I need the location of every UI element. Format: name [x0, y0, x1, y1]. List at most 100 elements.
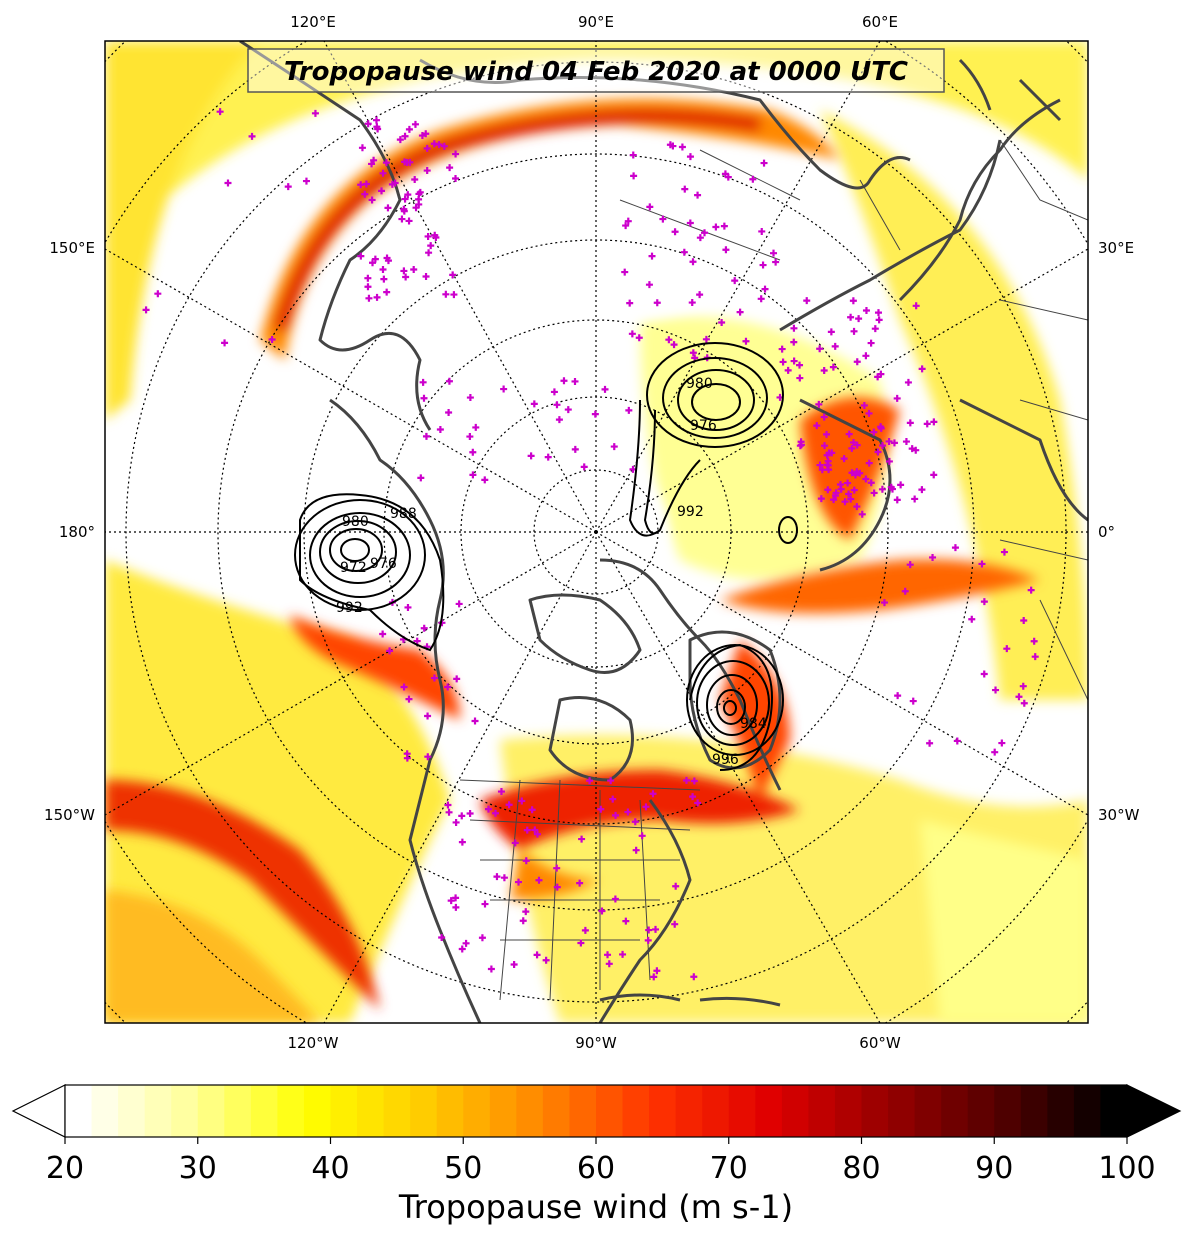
- station-marker: [671, 228, 679, 236]
- station-marker: [424, 232, 432, 240]
- map-panel: 980 976 992 988 972 980 976 992 984 996 …: [105, 41, 1088, 1023]
- station-marker: [665, 336, 673, 344]
- station-marker: [831, 342, 839, 350]
- station-marker: [597, 805, 605, 813]
- station-marker: [1000, 548, 1008, 556]
- station-marker: [790, 324, 798, 332]
- station-marker: [893, 496, 901, 504]
- station-marker: [877, 424, 885, 432]
- station-marker: [722, 246, 730, 254]
- station-marker: [844, 479, 852, 487]
- station-marker: [820, 413, 828, 421]
- station-marker: [690, 777, 698, 785]
- colorbar-segment: [861, 1085, 889, 1137]
- station-marker: [396, 136, 404, 144]
- lon-label-top: 90°E: [578, 13, 614, 31]
- lon-label-left: 150°W: [44, 806, 95, 824]
- station-marker: [731, 277, 739, 285]
- station-marker: [564, 406, 572, 414]
- station-marker: [901, 587, 909, 595]
- station-marker: [610, 443, 618, 451]
- contour-label: 992: [677, 504, 704, 520]
- station-marker: [980, 598, 988, 606]
- contour-label: 972: [340, 560, 367, 576]
- colorbar-segment: [941, 1085, 969, 1137]
- station-marker: [816, 345, 824, 353]
- station-marker: [823, 430, 831, 438]
- station-marker: [878, 485, 886, 493]
- station-marker: [425, 249, 433, 257]
- contour-label: 980: [686, 376, 713, 392]
- station-marker: [626, 299, 634, 307]
- station-marker: [815, 400, 823, 408]
- colorbar-segment: [914, 1085, 942, 1137]
- station-marker: [688, 299, 696, 307]
- station-marker: [929, 553, 937, 561]
- station-marker: [383, 288, 391, 296]
- station-marker: [400, 267, 408, 275]
- station-marker: [386, 647, 394, 655]
- station-marker: [1015, 693, 1023, 701]
- station-marker: [645, 281, 653, 289]
- station-marker: [142, 306, 150, 314]
- station-marker: [452, 818, 460, 826]
- station-marker: [364, 120, 372, 128]
- station-marker: [696, 291, 704, 299]
- station-marker: [813, 422, 821, 430]
- station-marker: [1020, 699, 1028, 707]
- station-marker: [649, 790, 657, 798]
- colorbar-segment: [65, 1085, 93, 1137]
- station-marker: [422, 432, 430, 440]
- station-marker: [430, 674, 438, 682]
- station-marker: [796, 374, 804, 382]
- station-marker: [635, 334, 643, 342]
- station-marker: [431, 231, 439, 239]
- station-marker: [992, 686, 1000, 694]
- contour-label: 992: [336, 600, 363, 616]
- station-marker: [874, 309, 882, 317]
- station-marker: [778, 345, 786, 353]
- station-marker: [472, 423, 480, 431]
- station-marker: [371, 255, 379, 263]
- colorbar-segment: [1100, 1085, 1128, 1137]
- station-marker: [533, 830, 541, 838]
- lon-label-top: 60°E: [862, 13, 898, 31]
- station-marker: [455, 600, 463, 608]
- station-marker: [485, 805, 493, 813]
- station-marker: [522, 908, 530, 916]
- station-marker: [823, 461, 831, 469]
- station-marker: [401, 195, 409, 203]
- station-marker: [358, 144, 366, 152]
- colorbar: 20 30 40 50 60 70 80 90 100 Tropopause wind (m s…: [11, 1084, 1182, 1226]
- station-marker: [1003, 645, 1011, 653]
- station-marker: [779, 358, 787, 366]
- station-marker: [364, 283, 372, 291]
- station-marker: [690, 973, 698, 981]
- station-marker: [601, 385, 609, 393]
- map-frame: [104, 40, 1089, 1024]
- station-marker: [379, 169, 387, 177]
- station-marker: [850, 486, 858, 494]
- station-marker: [466, 433, 474, 441]
- colorbar-segment: [277, 1085, 305, 1137]
- station-marker: [847, 313, 855, 321]
- station-marker: [449, 271, 457, 279]
- station-marker: [893, 394, 901, 402]
- station-marker: [978, 560, 986, 568]
- station-marker: [453, 675, 461, 683]
- station-marker: [469, 448, 477, 456]
- station-marker: [369, 259, 377, 267]
- station-marker: [411, 120, 419, 128]
- colorbar-segment: [1047, 1085, 1075, 1137]
- station-marker: [284, 183, 292, 191]
- station-marker: [571, 377, 579, 385]
- contour-label: 976: [690, 418, 717, 434]
- station-marker: [681, 185, 689, 193]
- station-marker: [902, 438, 910, 446]
- station-marker: [797, 438, 805, 446]
- station-marker: [860, 401, 868, 409]
- station-marker: [370, 156, 378, 164]
- colorbar-segment: [383, 1085, 411, 1137]
- station-marker: [784, 366, 792, 374]
- station-marker: [378, 187, 386, 195]
